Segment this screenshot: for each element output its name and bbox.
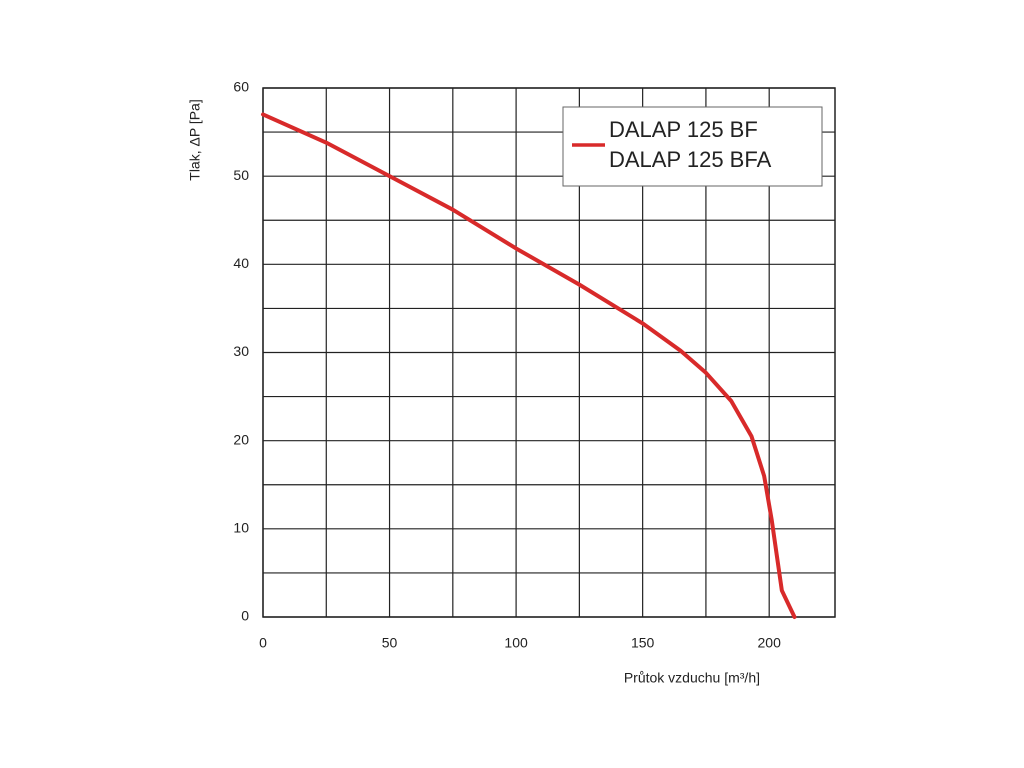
- y-tick-label: 20: [233, 431, 249, 447]
- legend-text: DALAP 125 BF: [609, 117, 758, 142]
- x-axis-label: Průtok vzduchu [m³/h]: [624, 670, 760, 686]
- x-tick-label: 0: [259, 635, 267, 651]
- x-tick-label: 50: [382, 635, 398, 651]
- y-tick-label: 60: [233, 79, 249, 95]
- y-tick-label: 30: [233, 343, 249, 359]
- y-axis-label: Tlak, ΔP [Pa]: [187, 99, 203, 180]
- y-tick-label: 0: [241, 608, 249, 624]
- plot-frame: [262, 87, 836, 618]
- legend-text: DALAP 125 BFA: [609, 147, 772, 172]
- x-tick-label: 100: [504, 635, 528, 651]
- data-line: [261, 112, 797, 619]
- y-tick-label: 50: [233, 167, 249, 183]
- legend-box: [562, 106, 823, 187]
- y-tick-label: 40: [233, 255, 249, 271]
- x-tick-label: 200: [758, 635, 782, 651]
- y-tick-label: 10: [233, 520, 249, 536]
- x-tick-label: 150: [631, 635, 655, 651]
